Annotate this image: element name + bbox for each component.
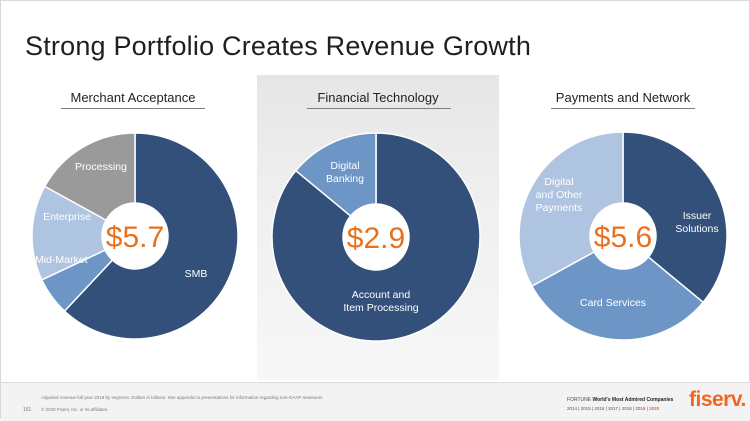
heading-rule bbox=[307, 108, 451, 109]
footer-bar bbox=[1, 382, 750, 421]
slice-label-smb: SMB bbox=[185, 268, 208, 280]
donut-center bbox=[102, 203, 168, 269]
slice-label-mid-market: Mid-Market bbox=[35, 254, 88, 266]
fortune-years: 2014 | 2015 | 2016 | 2017 | 2018 | 2019 … bbox=[567, 406, 659, 411]
fiserv-logo: fiserv. bbox=[689, 388, 746, 411]
fortune-years-list: 2014 | 2015 | 2016 | 2017 | 2018 | 2019 … bbox=[567, 406, 648, 411]
fortune-prefix: FORTUNE bbox=[567, 397, 592, 403]
chart-heading-merchant: Merchant Acceptance bbox=[70, 90, 196, 105]
footnote: Adjusted revenue full year 2019 by segme… bbox=[41, 395, 323, 400]
center-value: $5.6 bbox=[594, 221, 652, 254]
center-value: $5.7 bbox=[106, 221, 164, 254]
heading-rule bbox=[61, 108, 205, 109]
slice-label-issuer-solutions: Issuer Solutions bbox=[675, 210, 718, 235]
slice-label-account-and-item-processing: Account and Item Processing bbox=[343, 289, 418, 314]
fortune-year-current: 2020 bbox=[649, 406, 660, 411]
slice-label-processing: Processing bbox=[75, 161, 127, 173]
fortune-award-label: FORTUNE World's Most Admired Companies bbox=[567, 397, 673, 403]
donut-center bbox=[343, 204, 409, 270]
slide-title: Strong Portfolio Creates Revenue Growth bbox=[25, 31, 532, 61]
slice-digital-banking bbox=[294, 132, 377, 218]
slice-label-digital-banking: Digital Banking bbox=[326, 160, 364, 185]
chart-heading-payments: Payments and Network bbox=[555, 90, 691, 105]
page-number: 161 bbox=[23, 407, 32, 413]
heading-rule bbox=[551, 108, 695, 109]
fortune-title: World's Most Admired Companies bbox=[592, 397, 674, 403]
slice-label-card-services: Card Services bbox=[580, 297, 646, 309]
slice-label-enterprise: Enterprise bbox=[43, 211, 91, 223]
chart-heading-fintech: Financial Technology bbox=[317, 90, 439, 105]
donut-center bbox=[590, 203, 656, 269]
slice-label-digital-and-other-payments: Digital and Other Payments bbox=[536, 176, 583, 214]
center-value: $2.9 bbox=[347, 222, 405, 255]
copyright: © 2020 Fiserv, Inc. or its affiliates. bbox=[41, 407, 109, 412]
